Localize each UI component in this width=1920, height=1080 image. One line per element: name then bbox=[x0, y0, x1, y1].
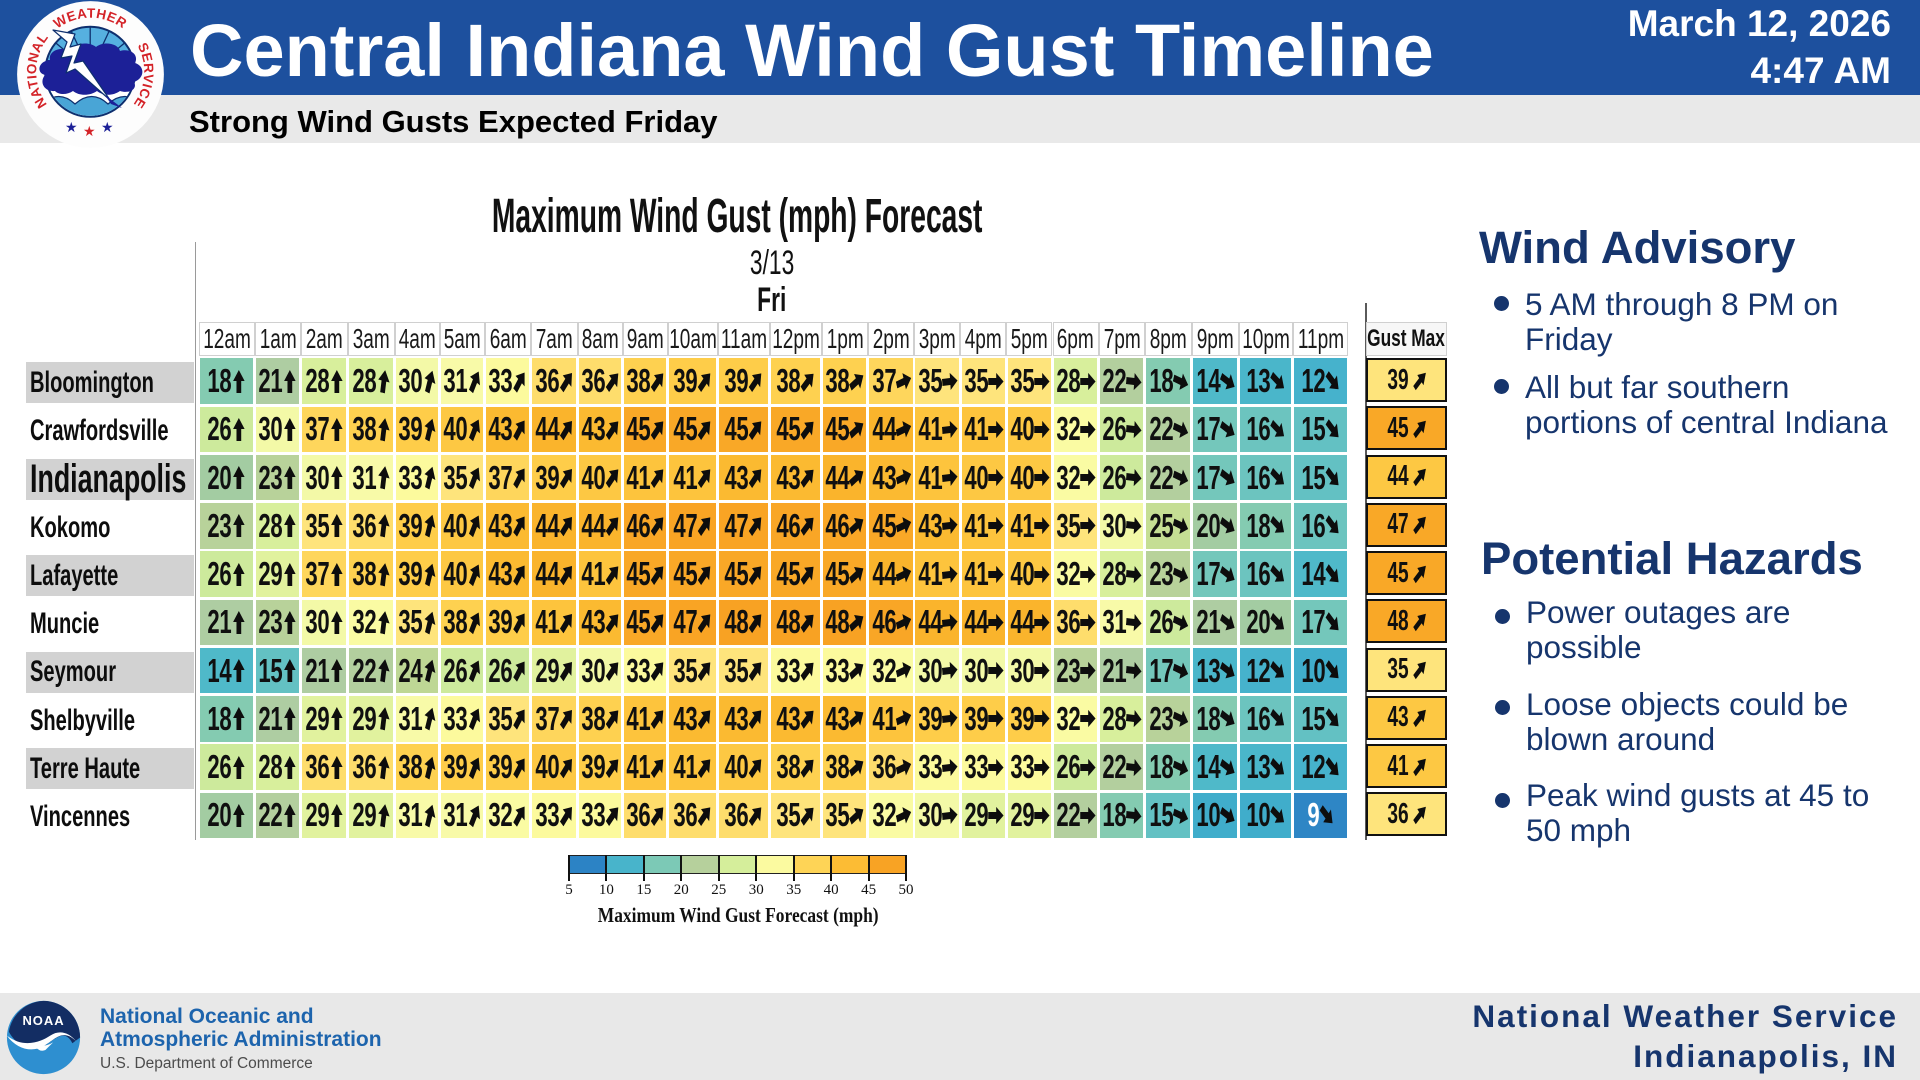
svg-text:NOAA: NOAA bbox=[22, 1013, 64, 1028]
svg-text:★: ★ bbox=[101, 119, 114, 135]
svg-text:★: ★ bbox=[83, 123, 96, 139]
svg-text:★: ★ bbox=[65, 119, 78, 135]
